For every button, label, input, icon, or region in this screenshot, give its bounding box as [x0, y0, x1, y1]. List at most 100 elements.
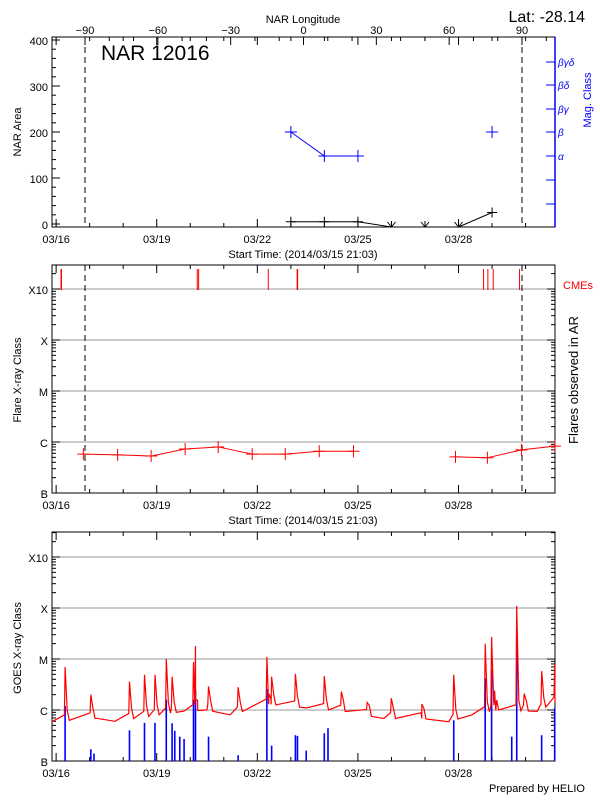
panel2-x-tick-label: 03/22 [244, 500, 272, 512]
flare-point [313, 445, 326, 458]
panel3-x-tick-label: 03/19 [143, 768, 171, 780]
longitude-axis-title: NAR Longitude [266, 14, 341, 26]
area-point-zero [387, 221, 396, 228]
flare-point [481, 451, 494, 464]
cme-label: CMEs [563, 280, 593, 292]
nar-area-panel: 03/16 03/19 03/22 03/25 03/280100200300400αβ… [30, 25, 575, 246]
goes-y-tick-label: C [40, 706, 48, 718]
flare-series-line [455, 445, 555, 459]
mag-class-tick-label: βγδ [557, 58, 575, 69]
goes-short-channel-spike [178, 736, 181, 761]
mag-class-tick-label: βδ [557, 81, 570, 92]
flare-point [347, 445, 360, 458]
mag-class-tick-label: βγ [557, 105, 570, 116]
flare-class-panel: 03/16 03/19 03/22 03/25 03/28 B C M X X10 [28, 264, 561, 512]
goes-short-channel-spike [296, 735, 299, 761]
panel2-xlabel: Start Time: (2014/03/15 21:03) [228, 515, 377, 527]
area-point [352, 216, 363, 227]
mag-class-tick-label: α [558, 152, 564, 163]
panel1-x-tick-label: 03/25 [344, 234, 372, 246]
panel3-x-tick-label: 03/22 [244, 768, 272, 780]
goes-short-channel-spike [305, 750, 308, 761]
goes-short-channel-spike [93, 753, 95, 761]
panel3-x-tick-label: 03/16 [42, 768, 70, 780]
panel1-xlabel: Start Time: (2014/03/15 21:03) [228, 249, 377, 261]
area-y-tick-label: 0 [42, 220, 48, 232]
goes-short-channel-spike [171, 723, 173, 761]
goes-short-channel-spike [207, 736, 210, 761]
goes-short-channel-spike [294, 735, 297, 761]
flare-point [279, 448, 292, 461]
goes-y-tick-label: B [41, 757, 48, 769]
goes-xray-panel: 03/16 03/19 03/22 03/25 03/28 B C M X X10 [28, 531, 556, 780]
mag-class-axis-title: Mag. Class [582, 72, 594, 128]
latitude-label: Lat: -28.14 [509, 9, 586, 26]
panel3-x-tick-label: 03/25 [344, 768, 372, 780]
flare-point [548, 440, 561, 453]
area-point [319, 216, 330, 227]
goes-short-channel-spike [194, 689, 197, 761]
area-axis-title: NAR Area [12, 107, 24, 157]
flare-point [111, 448, 124, 461]
panel2-frame [51, 264, 556, 494]
flare-point [179, 442, 192, 455]
goes-short-channel-spike [237, 755, 239, 761]
goes-short-channel-spike [540, 735, 543, 761]
flare-y-tick-label: M [39, 387, 48, 399]
panel2-x-tick-label: 03/19 [143, 500, 171, 512]
longitude-tick-label: 0 [300, 25, 306, 37]
longitude-tick-label: 30 [370, 25, 382, 37]
area-point-zero [420, 221, 430, 228]
goes-y-tick-label: X10 [28, 553, 48, 565]
nar-title: NAR 12016 [101, 42, 210, 65]
flare-point [77, 448, 90, 461]
flares-observed-title: Flares observed in AR [566, 316, 581, 444]
goes-short-channel-spike [484, 678, 486, 761]
goes-axis-title: GOES X-ray Class [12, 602, 24, 694]
mag-class-point [318, 150, 331, 162]
goes-short-channel-spike [452, 720, 455, 761]
panel3-x-tick-label: 03/28 [445, 768, 473, 780]
goes-short-channel-spike [90, 749, 92, 761]
goes-short-channel-spike [154, 722, 156, 761]
panel1-x-tick-label: 03/22 [244, 234, 272, 246]
goes-short-channel-spike [510, 736, 513, 761]
longitude-tick-label: −30 [221, 25, 240, 37]
flare-point [145, 450, 158, 463]
panel1-frame [51, 36, 556, 228]
goes-short-channel-spike [327, 728, 329, 761]
goes-short-channel-spike [490, 668, 493, 761]
goes-short-channel-spike [515, 632, 518, 761]
longitude-tick-label: 90 [516, 25, 528, 37]
goes-long-channel-line [51, 605, 556, 723]
flare-point [246, 448, 259, 461]
longitude-tick-label: −60 [148, 25, 167, 37]
panel1-x-tick-label: 03/19 [143, 234, 171, 246]
goes-short-channel-spike [192, 699, 195, 761]
flare-y-tick-label: B [41, 489, 48, 501]
longitude-tick-label: 60 [443, 25, 455, 37]
flare-y-tick-label: X [41, 336, 49, 348]
panel2-x-tick-label: 03/16 [42, 500, 70, 512]
goes-short-channel-spike [270, 745, 273, 761]
footer-credit: Prepared by HELIO [489, 783, 585, 795]
flare-y-tick-label: C [40, 438, 48, 450]
area-y-tick-label: 100 [30, 174, 48, 186]
panel2-x-tick-label: 03/25 [344, 500, 372, 512]
area-point-zero [454, 221, 463, 228]
area-y-tick-label: 400 [30, 36, 48, 48]
area-y-tick-label: 300 [30, 82, 48, 94]
area-point [285, 216, 296, 227]
panel1-x-tick-label: 03/28 [445, 234, 473, 246]
goes-short-channel-spike [128, 730, 131, 761]
mag-class-tick-label: β [557, 128, 564, 139]
goes-short-channel-spike [143, 722, 146, 761]
panel1-x-tick-label: 03/16 [42, 234, 70, 246]
goes-short-channel-spike [165, 699, 168, 761]
area-y-tick-label: 200 [30, 128, 48, 140]
goes-short-channel-spike [553, 707, 556, 761]
goes-short-channel-spike [183, 739, 185, 761]
flare-point [515, 443, 528, 456]
panel2-x-tick-label: 03/28 [445, 500, 473, 512]
